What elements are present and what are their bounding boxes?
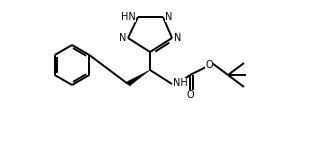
Text: O: O: [186, 90, 194, 100]
Text: NH: NH: [173, 78, 188, 88]
Text: N: N: [165, 12, 172, 22]
Text: HN: HN: [121, 12, 136, 22]
Polygon shape: [127, 70, 150, 86]
Text: N: N: [119, 33, 126, 43]
Text: O: O: [205, 60, 213, 70]
Text: N: N: [174, 33, 181, 43]
